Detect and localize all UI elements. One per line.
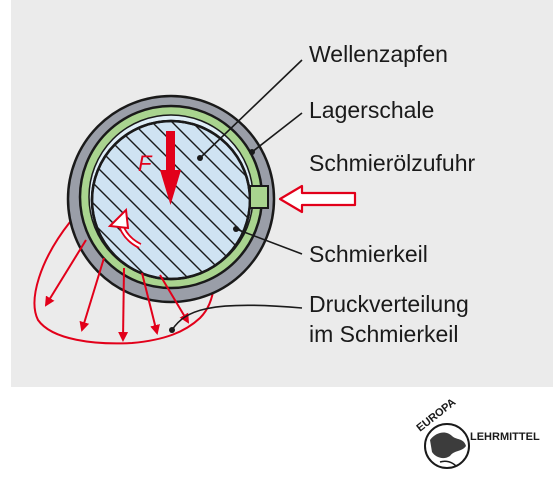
force-arrow	[160, 131, 181, 205]
logo-side-text: LEHRMITTEL	[470, 431, 540, 443]
label-schmieroelzufuhr: Schmierölzufuhr	[309, 150, 476, 176]
leader-lines	[171, 59, 303, 331]
label-lagerschale: Lagerschale	[309, 97, 434, 123]
pressure-distribution-curve	[33, 221, 215, 345]
rotation-arrow	[107, 207, 142, 249]
label-wellenzapfen: Wellenzapfen	[309, 41, 448, 67]
oil-supply-arrow	[278, 184, 357, 214]
label-druckverteilung: Druckverteilung	[309, 291, 469, 317]
oil-supply-channel	[249, 185, 269, 209]
label-schmierkeil: Schmierkeil	[309, 241, 428, 267]
europa-lehrmittel-logo: EUROPA LEHRMITTEL	[414, 396, 540, 469]
pressure-arrows	[44, 239, 190, 342]
label-im-schmierkeil: im Schmierkeil	[309, 321, 459, 347]
force-label: F	[138, 151, 153, 176]
